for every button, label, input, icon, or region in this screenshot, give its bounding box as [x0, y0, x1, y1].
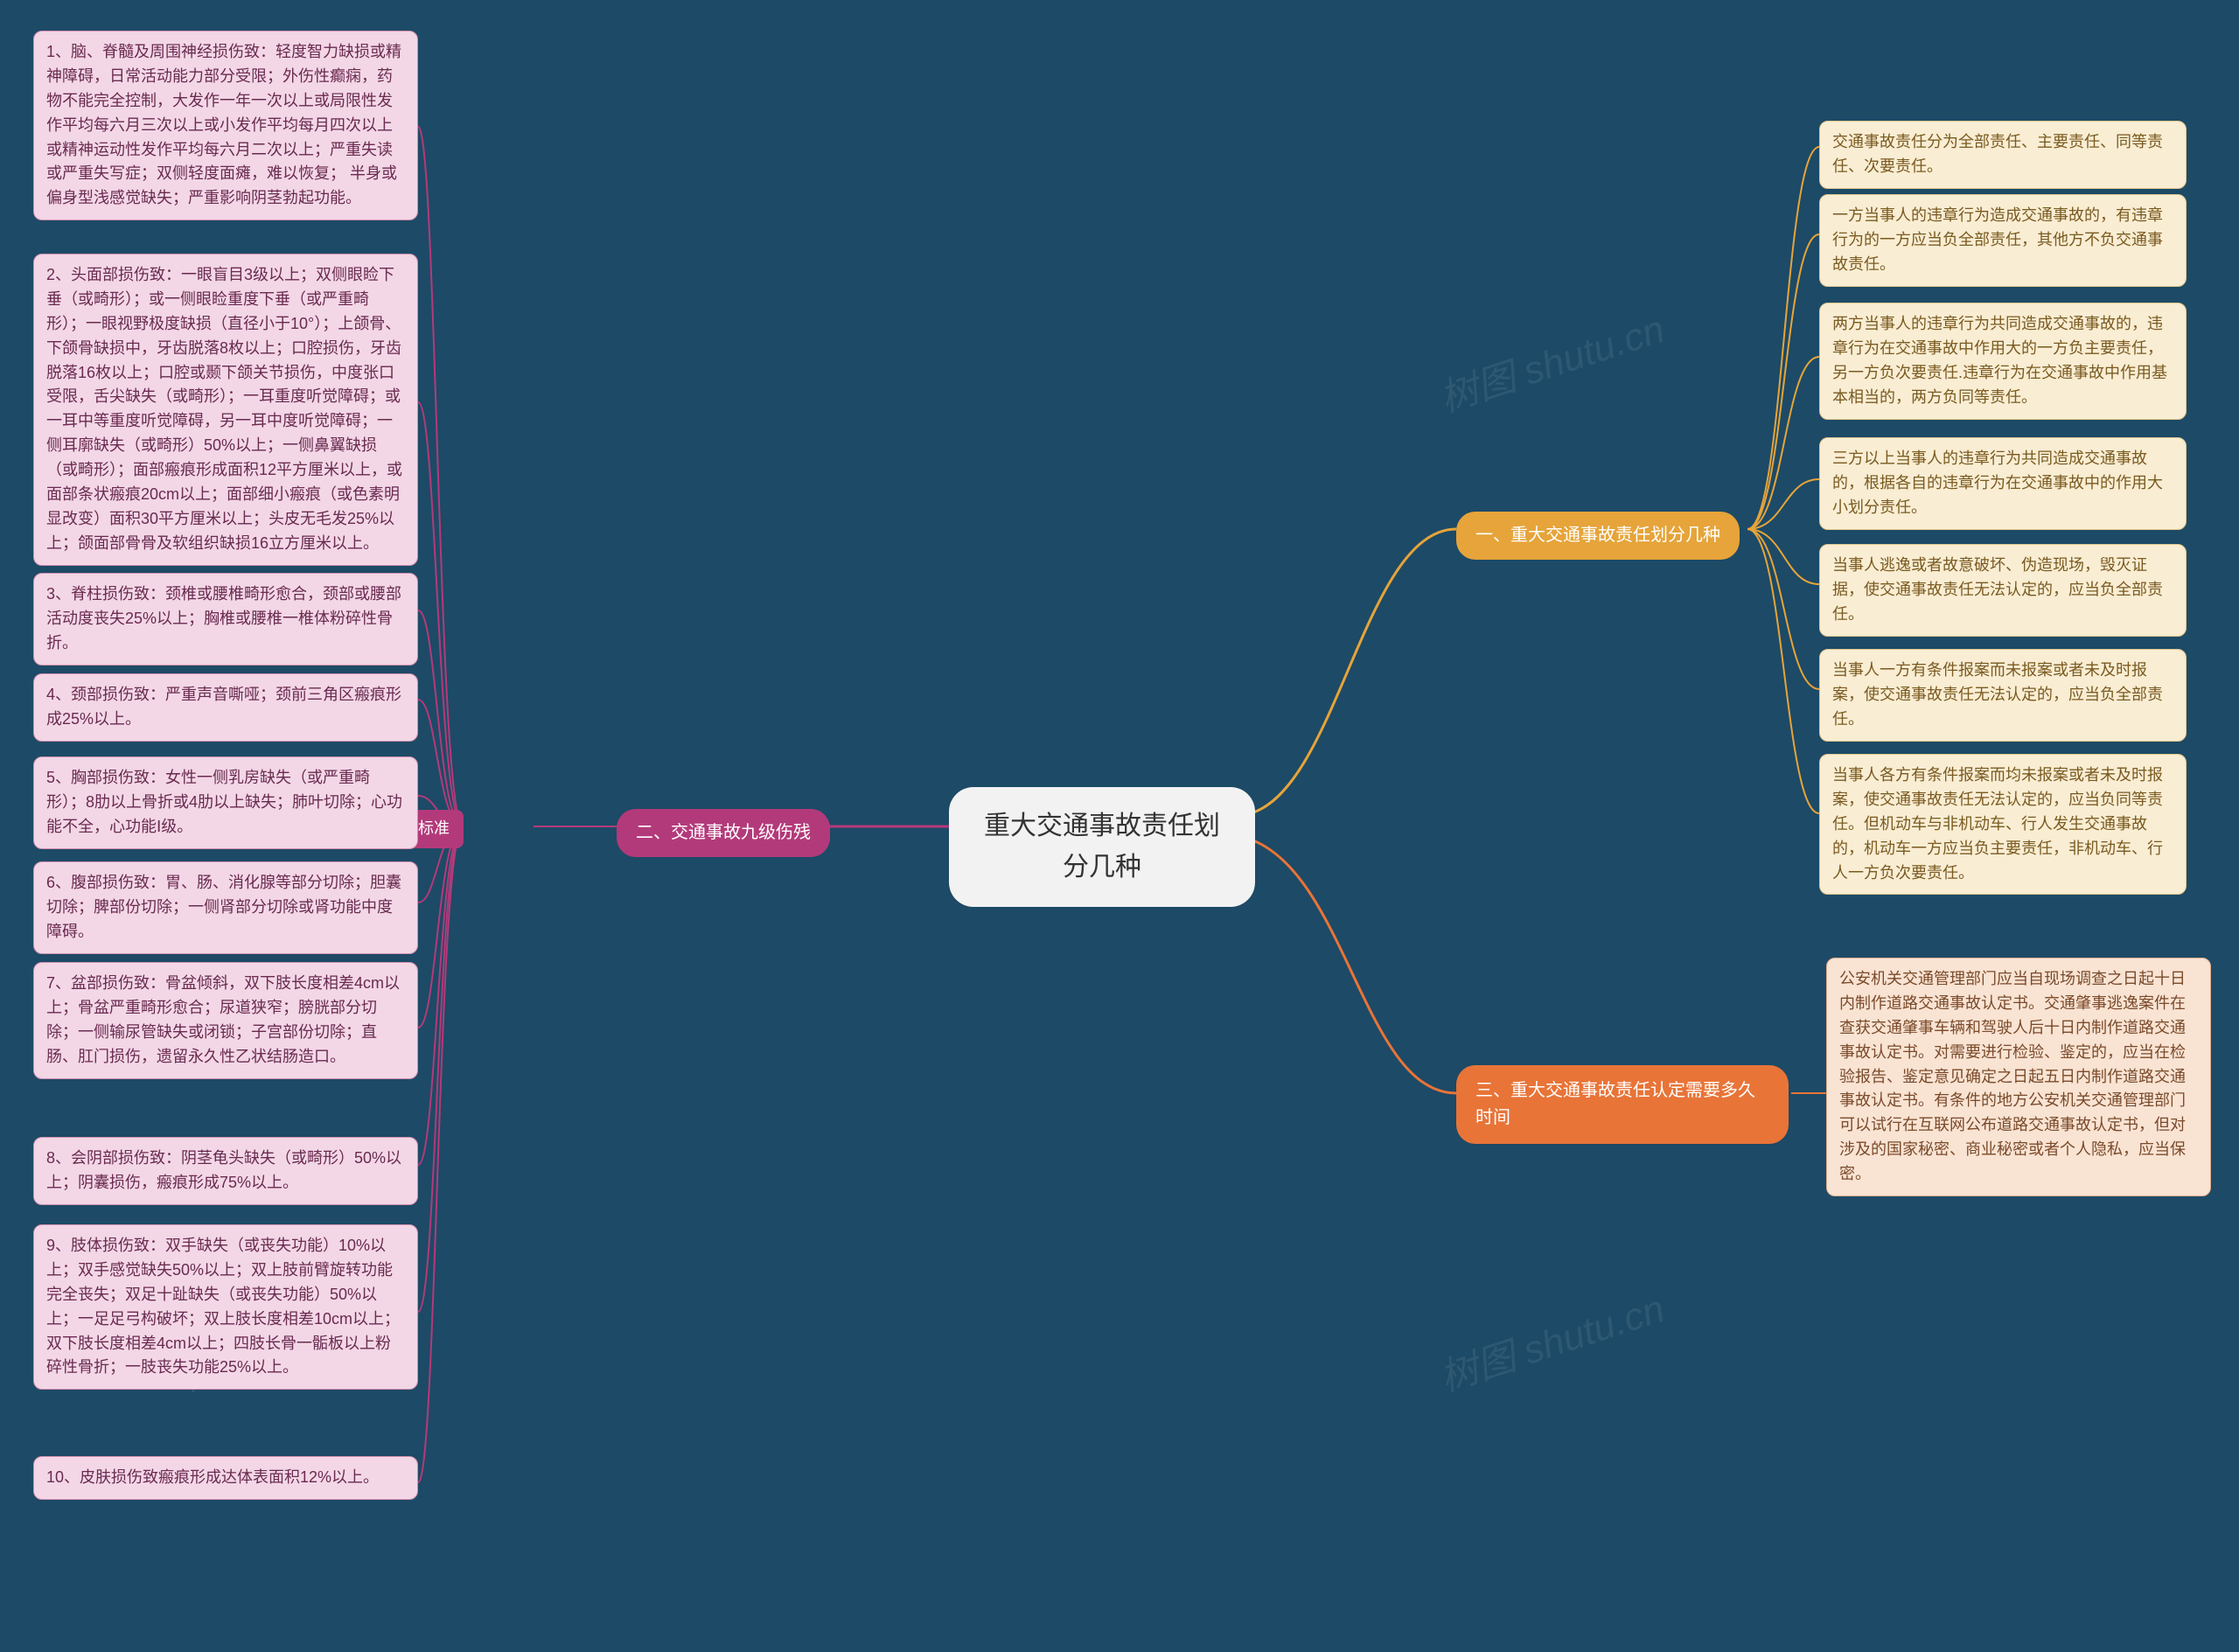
branch-2-leaf: 4、颈部损伤致：严重声音嘶哑；颈前三角区瘢痕形成25%以上。 — [33, 673, 418, 742]
branch-1-leaf: 当事人各方有条件报案而均未报案或者未及时报案，使交通事故责任无法认定的，应当负同… — [1819, 754, 2187, 895]
branch-1-leaf: 两方当事人的违章行为共同造成交通事故的，违章行为在交通事故中作用大的一方负主要责… — [1819, 303, 2187, 420]
branch-2-leaf: 9、肢体损伤致：双手缺失（或丧失功能）10%以上；双手感觉缺失50%以上；双上肢… — [33, 1224, 418, 1390]
branch-3: 三、重大交通事故责任认定需要多久时间 — [1456, 1065, 1789, 1144]
center-node: 重大交通事故责任划分几种 — [949, 787, 1255, 907]
branch-2-leaf: 10、皮肤损伤致瘢痕形成达体表面积12%以上。 — [33, 1456, 418, 1500]
branch-2-leaf: 1、脑、脊髓及周围神经损伤致：轻度智力缺损或精神障碍，日常活动能力部分受限；外伤… — [33, 31, 418, 220]
branch-2-leaf: 8、会阴部损伤致：阴茎龟头缺失（或畸形）50%以上；阴囊损伤，瘢痕形成75%以上… — [33, 1137, 418, 1205]
branch-1-leaf: 当事人一方有条件报案而未报案或者未及时报案，使交通事故责任无法认定的，应当负全部… — [1819, 649, 2187, 742]
branch-3-leaf: 公安机关交通管理部门应当自现场调查之日起十日内制作道路交通事故认定书。交通肇事逃… — [1826, 958, 2211, 1196]
branch-1-leaf: 当事人逃逸或者故意破坏、伪造现场，毁灭证据，使交通事故责任无法认定的，应当负全部… — [1819, 544, 2187, 637]
watermark: 树图 shutu.cn — [1432, 297, 1671, 422]
branch-2: 二、交通事故九级伤残 — [617, 809, 830, 857]
branch-2-leaf: 3、脊柱损伤致：颈椎或腰椎畸形愈合，颈部或腰部活动度丧失25%以上；胸椎或腰椎一… — [33, 573, 418, 666]
branch-1: 一、重大交通事故责任划分几种 — [1456, 512, 1740, 560]
branch-2-leaf: 7、盆部损伤致：骨盆倾斜，双下肢长度相差4cm以上；骨盆严重畸形愈合；尿道狭窄；… — [33, 962, 418, 1079]
branch-2-leaf: 2、头面部损伤致：一眼盲目3级以上；双侧眼睑下垂（或畸形）；或一侧眼睑重度下垂（… — [33, 254, 418, 566]
branch-2-leaf: 5、胸部损伤致：女性一侧乳房缺失（或严重畸形）；8肋以上骨折或4肋以上缺失；肺叶… — [33, 756, 418, 849]
watermark: 树图 shutu.cn — [1432, 1277, 1671, 1402]
branch-2-leaf: 6、腹部损伤致：胃、肠、消化腺等部分切除；胆囊切除；脾部份切除；一侧肾部分切除或… — [33, 861, 418, 954]
branch-1-leaf: 交通事故责任分为全部责任、主要责任、同等责任、次要责任。 — [1819, 121, 2187, 189]
branch-1-leaf: 三方以上当事人的违章行为共同造成交通事故的，根据各自的违章行为在交通事故中的作用… — [1819, 437, 2187, 530]
branch-1-leaf: 一方当事人的违章行为造成交通事故的，有违章行为的一方应当负全部责任，其他方不负交… — [1819, 194, 2187, 287]
